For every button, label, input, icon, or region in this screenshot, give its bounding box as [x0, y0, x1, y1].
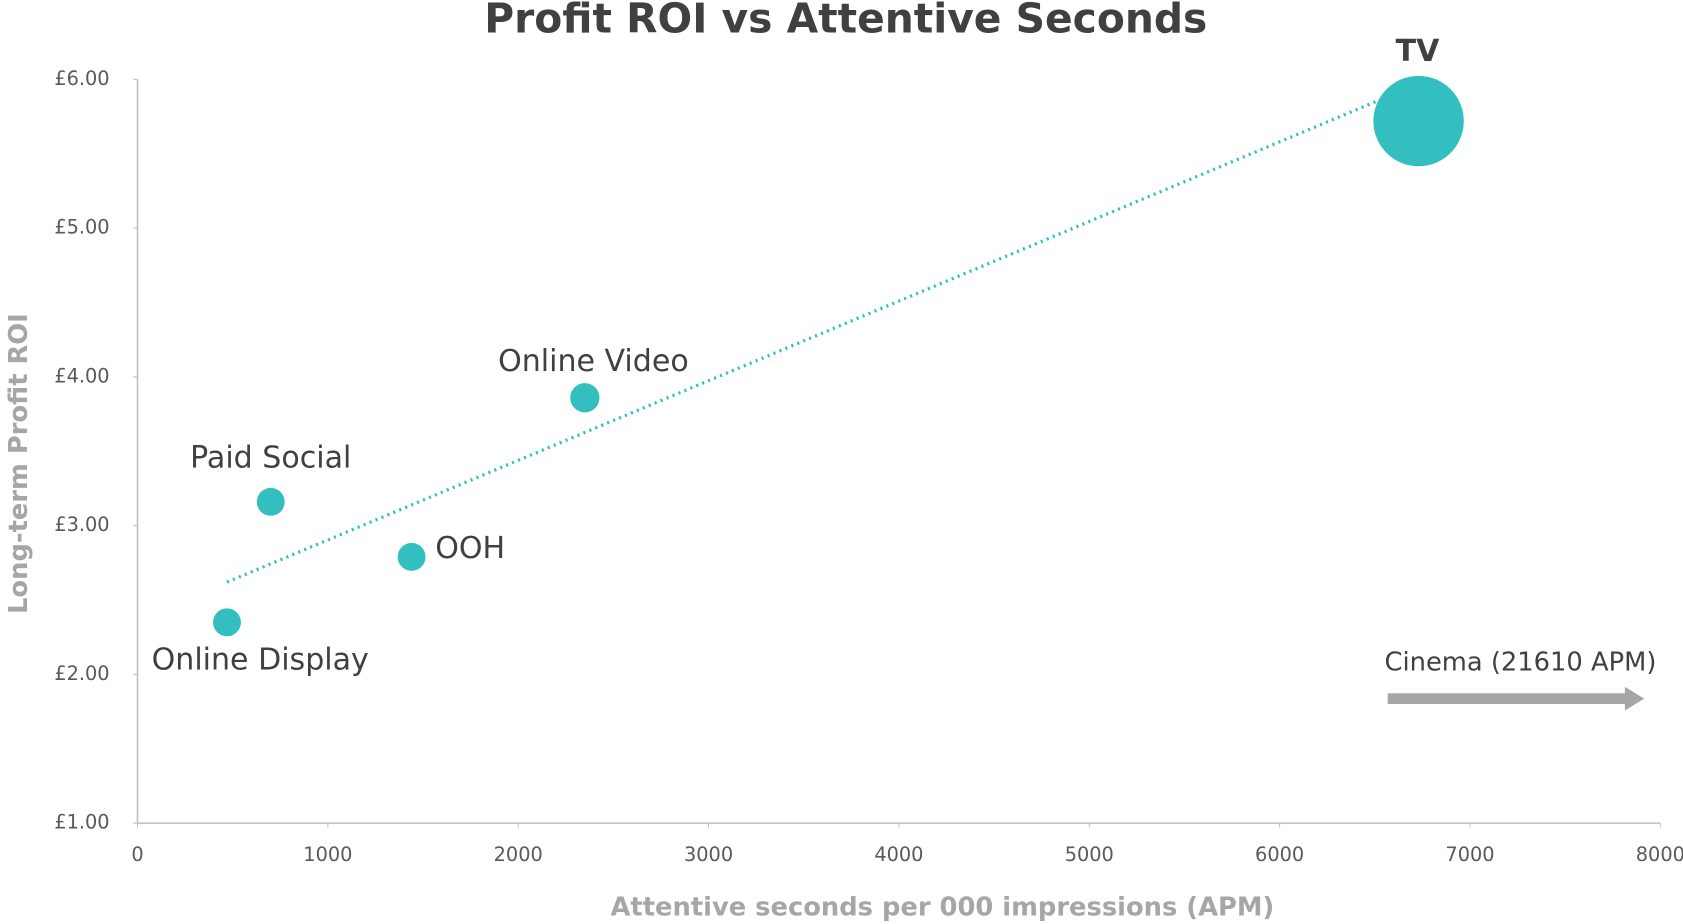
- arrow-head: [1624, 686, 1645, 711]
- point-label: Online Display: [152, 642, 369, 677]
- y-axis-title: Long-term Profit ROI: [4, 313, 34, 614]
- trendline: [226, 95, 1387, 584]
- annotation: Cinema (21610 APM): [1385, 648, 1657, 678]
- x-axis-title: Attentive seconds per 000 impressions (A…: [610, 892, 1274, 922]
- x-tick-label: 1000: [303, 843, 352, 866]
- y-tick-label: £2.00: [54, 662, 109, 685]
- x-tick-label: 2000: [494, 843, 543, 866]
- bubble: [397, 542, 426, 571]
- y-tick-label: £5.00: [54, 216, 109, 239]
- x-tick-label: 4000: [874, 843, 923, 866]
- x-tick-label: 3000: [684, 843, 733, 866]
- bubble: [1373, 75, 1464, 167]
- y-tick-label: £6.00: [54, 67, 109, 90]
- x-tick-label: 8000: [1636, 843, 1683, 866]
- y-tick-label: £4.00: [54, 364, 109, 387]
- point-label: Paid Social: [190, 440, 351, 475]
- x-tick-label: 7000: [1445, 843, 1494, 866]
- y-tick-label: £1.00: [54, 811, 109, 834]
- point-label: OOH: [435, 531, 505, 566]
- chart-title: Profit ROI vs Attentive Seconds: [484, 0, 1207, 42]
- x-tick-label: 6000: [1255, 843, 1304, 866]
- bubble: [256, 487, 285, 516]
- point-label: Online Video: [498, 344, 689, 379]
- bubble: [570, 383, 600, 413]
- y-tick-label: £3.00: [54, 513, 109, 536]
- bubble: [213, 608, 241, 637]
- x-tick-label: 0: [131, 843, 143, 866]
- x-tick-label: 5000: [1065, 843, 1114, 866]
- point-label: TV: [1396, 34, 1440, 69]
